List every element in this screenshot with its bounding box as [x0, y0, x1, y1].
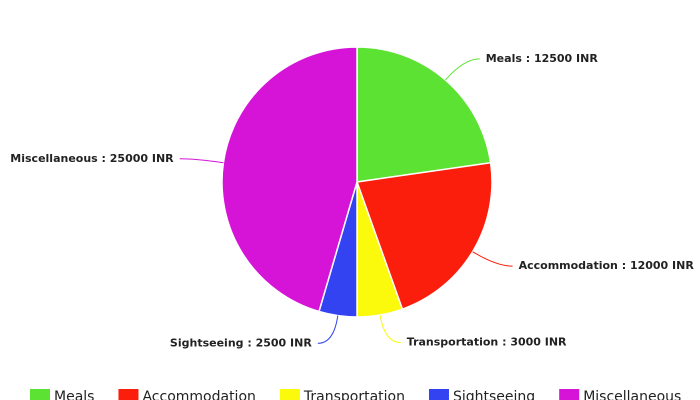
legend-swatch [428, 389, 449, 400]
legend-swatch [279, 389, 300, 400]
legend-label: Transportation [303, 389, 405, 400]
legend-swatch [30, 389, 50, 400]
leader-line [472, 251, 513, 267]
data-label: Meals : 12500 INR [486, 52, 599, 65]
leader-line [379, 314, 401, 344]
leader-line [317, 315, 339, 344]
pie-slice [356, 46, 492, 183]
data-label: Miscellaneous : 25000 INR [10, 152, 174, 165]
data-label: Sightseeing : 2500 INR [170, 336, 312, 349]
legend-swatch [118, 389, 139, 400]
data-label: Transportation : 3000 INR [407, 336, 567, 349]
legend-label: Meals [54, 389, 94, 400]
legend-label: Sightseeing [453, 389, 535, 400]
legend-swatch [559, 389, 580, 400]
legend-label: Miscellaneous [583, 389, 681, 400]
leader-line [445, 58, 480, 81]
data-label: Accommodation : 12000 INR [519, 259, 695, 272]
leader-line [179, 158, 224, 164]
legend-label: Accommodation [142, 389, 255, 400]
